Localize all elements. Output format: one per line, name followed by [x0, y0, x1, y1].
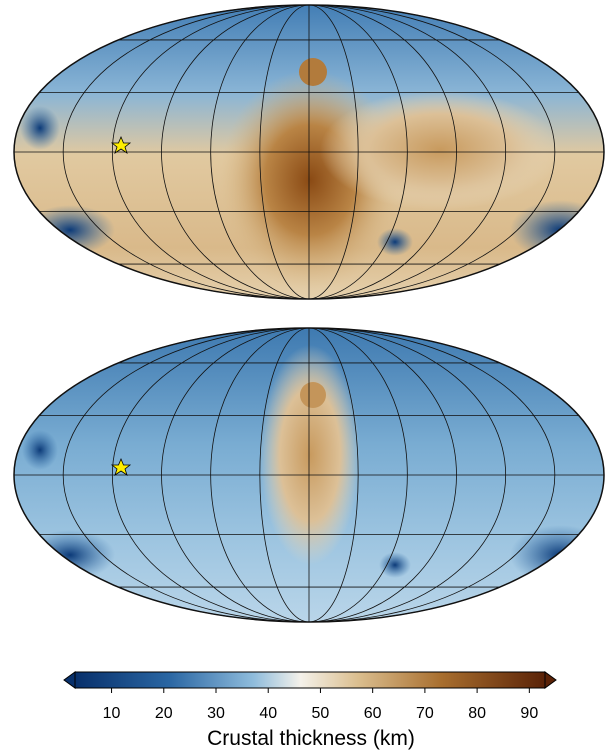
colorbar-tick-label: 70 — [416, 705, 434, 722]
colorbar-extend-high — [545, 672, 556, 688]
colorbar-tick-label: 60 — [364, 705, 382, 722]
colorbar-extend-low — [64, 672, 75, 688]
colorbar-tick-label: 90 — [520, 705, 538, 722]
colorbar-tick-label: 80 — [468, 705, 486, 722]
colorbar-tick-label: 10 — [103, 705, 121, 722]
colorbar-tick-label: 30 — [207, 705, 225, 722]
colorbar-tick-label: 20 — [155, 705, 173, 722]
colorbar: 10 20 30 40 50 60 70 80 90 — [64, 672, 556, 722]
colorbar-tick-label: 50 — [312, 705, 330, 722]
colorbar-tick-label: 40 — [259, 705, 277, 722]
colorbar-label: Crustal thickness (km) — [207, 727, 415, 750]
colorbar-ramp — [75, 672, 545, 688]
figure: 10 20 30 40 50 60 70 80 90 Crustal thickness (km… — [0, 0, 605, 751]
